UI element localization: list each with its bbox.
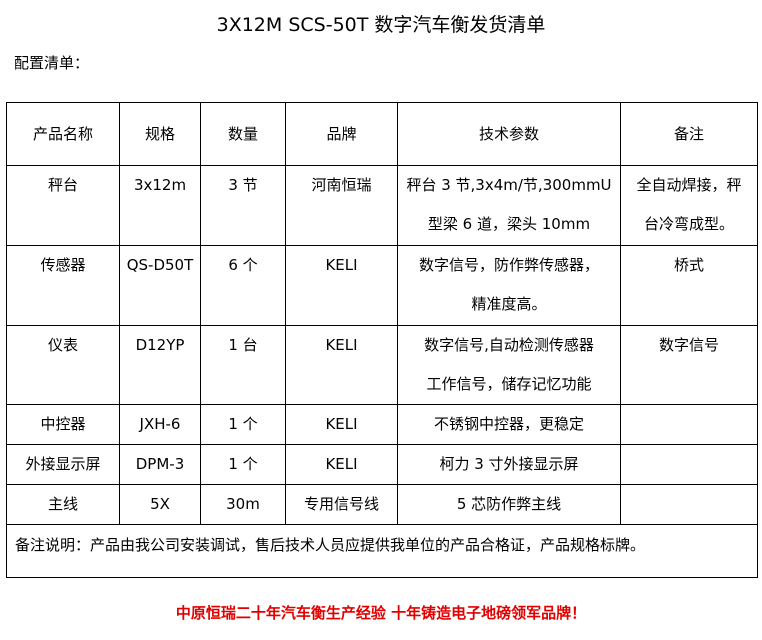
table-row: 传感器 QS-D50T 6 个 KELI 数字信号，防作弊传感器， 精准度高。 桥式 [6, 245, 758, 326]
header-cell: 数量 [200, 102, 286, 166]
spec-cell: DPM-3 [119, 444, 201, 485]
section-label: 配置清单： [14, 54, 90, 72]
tech-params-cell: 数字信号,自动检测传感器 工作信号，储存记忆功能 [397, 325, 621, 405]
brand-cell: KELI [285, 444, 398, 485]
brand-cell: 河南恒瑞 [285, 165, 398, 246]
remark-cell: 桥式 [620, 245, 758, 326]
quantity-cell: 30m [200, 484, 286, 525]
footer-slogan: 中原恒瑞二十年汽车衡生产经验 十年铸造电子地磅领军品牌！ [175, 604, 587, 622]
quantity-cell: 1 个 [200, 404, 286, 445]
table-header-row: 产品名称 规格 数量 品牌 技术参数 备注 [6, 102, 758, 166]
table-row: 中控器 JXH-6 1 个 KELI 不锈钢中控器，更稳定 [6, 404, 758, 445]
tech-params-cell: 5 芯防作弊主线 [397, 484, 621, 525]
table-row: 秤台 3x12m 3 节河南恒瑞 秤台 3 节,3x4m/节,300mmU 型梁 6 道… [6, 165, 758, 246]
remark-cell: 全自动焊接，秤 台冷弯成型。 [620, 165, 758, 246]
table-row: 仪表 D12YP 1 台 KELI 数字信号,自动检测传感器 工作信号，储存记忆功能 数字信… [6, 325, 758, 405]
tech-params-cell: 秤台 3 节,3x4m/节,300mmU 型梁 6 道，梁头 10mm [397, 165, 621, 246]
brand-cell: KELI [285, 245, 398, 326]
tech-params-cell: 柯力 3 寸外接显示屏 [397, 444, 621, 485]
tech-params-cell-line: 柯力 3 寸外接显示屏 [439, 455, 579, 473]
remark-cell [620, 404, 758, 445]
tech-params-cell: 不锈钢中控器，更稳定 [397, 404, 621, 445]
spec-cell: 3x12m [119, 165, 201, 246]
quantity-cell: 6 个 [200, 245, 286, 326]
quantity-cell: 1 台 [200, 325, 286, 405]
product-name-cell: 中控器 [6, 404, 120, 445]
header-cell: 规格 [119, 102, 201, 166]
note-text: 备注说明：产品由我公司安装调试，售后技术人员应提供我单位的产品合格证，产品规格标… [6, 524, 758, 578]
product-name-cell: 秤台 [6, 165, 120, 246]
product-name-cell: 主线 [6, 484, 120, 525]
header-cell: 品牌 [285, 102, 398, 166]
header-cell: 技术参数 [397, 102, 621, 166]
remark-cell-line: 桥式 [673, 256, 704, 274]
table-row: 外接显示屏 DPM-3 1 个 KELI 柯力 3 寸外接显示屏 [6, 444, 758, 485]
remark-cell-line: 全自动焊接，秤 [636, 176, 742, 194]
note-row: 备注说明：产品由我公司安装调试，售后技术人员应提供我单位的产品合格证，产品规格标… [6, 524, 758, 578]
page-title: 3X12M SCS-50T 数字汽车衡发货清单 [216, 14, 546, 36]
brand-cell: KELI [285, 404, 398, 445]
tech-params-cell-line: 秤台 3 节,3x4m/节,300mmU [406, 176, 612, 194]
product-name-cell: 传感器 [6, 245, 120, 326]
product-name-cell: 仪表 [6, 325, 120, 405]
remark-cell-line: 数字信号 [658, 336, 719, 354]
remark-cell [620, 444, 758, 485]
tech-params-cell-line: 数字信号,自动检测传感器 [424, 336, 594, 354]
remark-cell-line: 台冷弯成型。 [643, 215, 734, 233]
spec-cell: 5X [119, 484, 201, 525]
tech-params-cell-line: 精准度高。 [471, 295, 547, 313]
shipping-list-table: 产品名称 规格 数量 品牌 技术参数 备注 秤台 3x12m 3 节河南恒瑞 秤台 3… [6, 102, 758, 578]
tech-params-cell-line: 不锈钢中控器，更稳定 [433, 415, 584, 433]
remark-cell: 数字信号 [620, 325, 758, 405]
tech-params-cell-line: 工作信号，储存记忆功能 [426, 375, 592, 393]
header-cell: 备注 [620, 102, 758, 166]
brand-cell: 专用信号线 [285, 484, 398, 525]
header-cell: 产品名称 [6, 102, 120, 166]
brand-cell: KELI [285, 325, 398, 405]
table-row: 主线 5X 30m 专用信号线 5 芯防作弊主线 [6, 484, 758, 525]
spec-cell: QS-D50T [119, 245, 201, 326]
tech-params-cell-line: 5 芯防作弊主线 [456, 495, 562, 513]
quantity-cell: 3 节 [200, 165, 286, 246]
remark-cell [620, 484, 758, 525]
tech-params-cell-line: 数字信号，防作弊传感器， [418, 256, 599, 274]
tech-params-cell: 数字信号，防作弊传感器， 精准度高。 [397, 245, 621, 326]
spec-cell: JXH-6 [119, 404, 201, 445]
spec-cell: D12YP [119, 325, 201, 405]
tech-params-cell-line: 型梁 6 道，梁头 10mm [427, 215, 591, 233]
product-name-cell: 外接显示屏 [6, 444, 120, 485]
quantity-cell: 1 个 [200, 444, 286, 485]
